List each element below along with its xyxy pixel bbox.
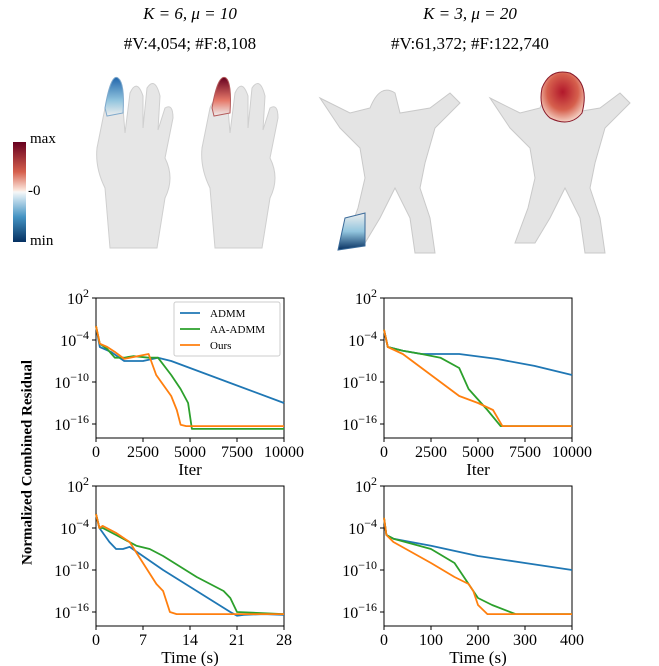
x-tick-label-top-left: 10000 — [264, 444, 304, 461]
series-line-ours-bottom-left — [95, 513, 284, 615]
y-tick-label-top-left: 10−16 — [54, 412, 89, 434]
y-tick-label-bottom-right: 10−10 — [342, 558, 377, 580]
x-axis-label-top-right: Iter — [466, 460, 490, 479]
y-tick-label-bottom-right: 10−4 — [348, 516, 377, 538]
series-line-aa-admm-bottom-right — [383, 517, 572, 615]
colorbar — [13, 142, 26, 242]
y-tick-label-top-left: 10−4 — [60, 328, 89, 350]
left-stats-label: #V:4,054; #F:8,108 — [123, 34, 257, 53]
series-line-ours-top-right — [383, 329, 572, 428]
x-axis-label-bottom-right: Time (s) — [449, 648, 506, 666]
hand-mesh-pair — [96, 76, 279, 249]
x-tick-label-top-right: 0 — [380, 444, 388, 461]
x-tick-label-bottom-right: 300 — [513, 632, 537, 649]
x-tick-label-bottom-left: 0 — [92, 632, 100, 649]
colorbar-min-label: min — [30, 233, 54, 249]
x-tick-label-bottom-left: 21 — [229, 632, 245, 649]
left-params-label: K = 6, μ = 10 — [143, 4, 237, 23]
legend-label-aa-admm: AA-ADMM — [210, 324, 265, 336]
hand-mesh-left — [96, 76, 174, 249]
x-tick-label-top-left: 7500 — [221, 444, 253, 461]
legend-box — [173, 301, 281, 357]
x-tick-label-top-left: 2500 — [127, 444, 159, 461]
x-tick-label-bottom-right: 200 — [466, 632, 490, 649]
x-tick-label-top-right: 7500 — [509, 444, 541, 461]
y-tick-label-top-left: 102 — [67, 286, 89, 308]
colorbar-zero-label: -0 — [28, 183, 41, 199]
series-line-aa-admm-top-left — [95, 325, 284, 430]
colorbar-max-label: max — [30, 131, 56, 147]
y-tick-label-bottom-left: 10−10 — [54, 558, 89, 580]
y-tick-label-bottom-right: 10−16 — [342, 600, 377, 622]
y-tick-label-bottom-right: 102 — [355, 474, 377, 496]
y-tick-label-bottom-left: 10−16 — [54, 600, 89, 622]
armadillo-mesh-left — [318, 89, 461, 254]
x-tick-label-top-right: 10000 — [552, 444, 592, 461]
x-tick-label-top-left: 0 — [92, 444, 100, 461]
x-axis-label-bottom-left: Time (s) — [161, 648, 218, 666]
x-tick-label-top-right: 5000 — [462, 444, 494, 461]
y-tick-label-bottom-left: 10−4 — [60, 516, 89, 538]
right-stats-label: #V:61,372; #F:122,740 — [391, 34, 549, 53]
x-tick-label-bottom-right: 400 — [560, 632, 584, 649]
x-tick-label-bottom-left: 28 — [276, 632, 292, 649]
series-line-ours-top-left — [95, 325, 284, 428]
y-tick-label-top-right: 10−16 — [342, 412, 377, 434]
series-line-ours-bottom-right — [383, 517, 572, 615]
armadillo-mesh-right — [488, 71, 631, 254]
x-tick-label-bottom-right: 0 — [380, 632, 388, 649]
hand-mesh-right — [201, 76, 279, 249]
x-tick-label-bottom-left: 14 — [182, 632, 198, 649]
x-axis-label-top-left: Iter — [178, 460, 202, 479]
x-tick-label-top-right: 2500 — [415, 444, 447, 461]
legend-label-ours: Ours — [210, 340, 231, 352]
series-line-aa-admm-top-right — [383, 329, 572, 428]
y-tick-label-top-right: 10−10 — [342, 370, 377, 392]
y-tick-label-top-right: 10−4 — [348, 328, 377, 350]
right-params-label: K = 3, μ = 20 — [423, 4, 517, 23]
legend-label-admm: ADMM — [210, 308, 246, 320]
x-tick-label-bottom-right: 100 — [419, 632, 443, 649]
y-tick-label-top-left: 10−10 — [54, 370, 89, 392]
series-line-admm-bottom-left — [95, 513, 285, 617]
x-tick-label-top-left: 5000 — [174, 444, 206, 461]
y-tick-label-bottom-left: 102 — [67, 474, 89, 496]
y-tick-label-top-right: 102 — [355, 286, 377, 308]
x-tick-label-bottom-left: 7 — [139, 632, 147, 649]
armadillo-mesh-pair — [318, 71, 631, 254]
series-line-aa-admm-bottom-left — [95, 513, 285, 615]
axes-frame-bottom-left — [95, 485, 285, 627]
